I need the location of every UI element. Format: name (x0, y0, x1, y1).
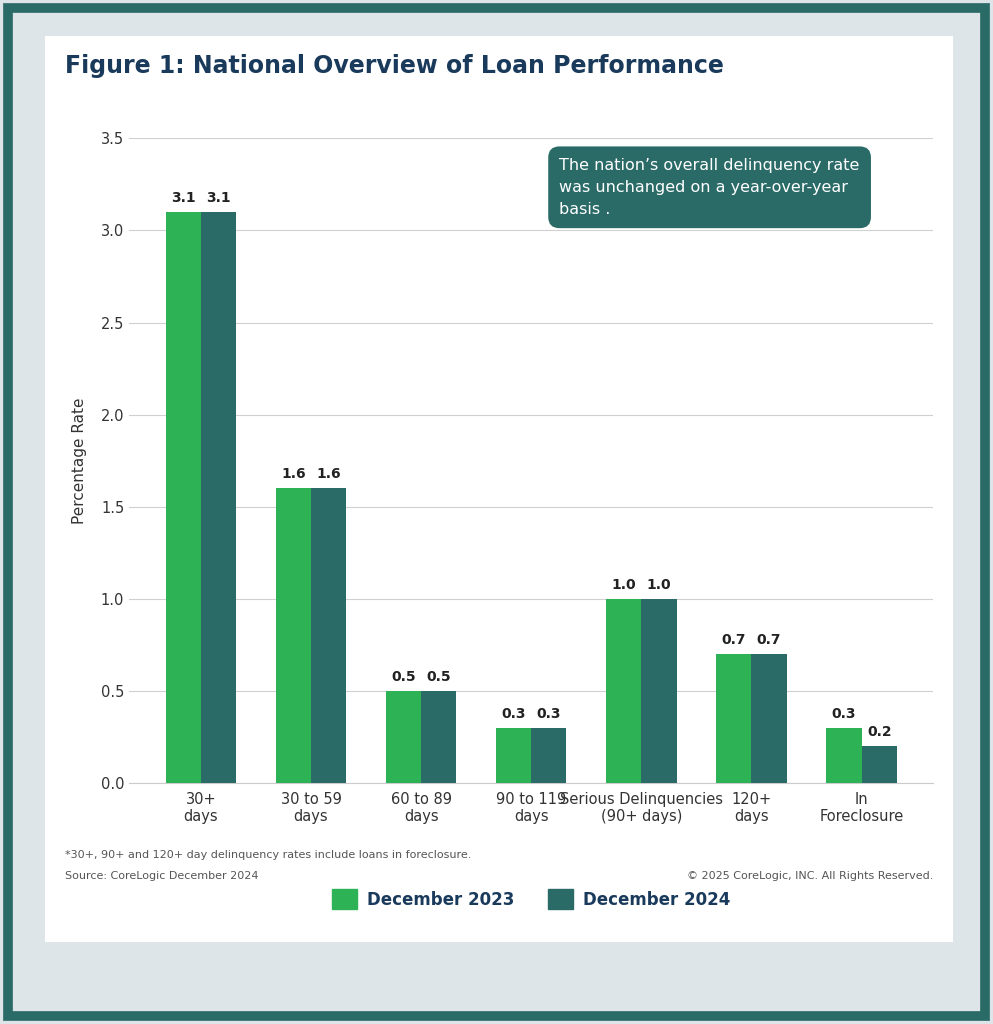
Text: 1.0: 1.0 (646, 578, 671, 592)
Bar (311, 488, 347, 783)
Bar (276, 488, 311, 783)
Bar (166, 212, 201, 783)
Text: 3.1: 3.1 (207, 190, 230, 205)
Bar (716, 654, 752, 783)
Text: 1.6: 1.6 (281, 467, 306, 481)
Bar (606, 599, 641, 783)
Text: Source: CoreLogic December 2024: Source: CoreLogic December 2024 (65, 870, 258, 881)
Bar (752, 654, 786, 783)
Bar (826, 728, 862, 783)
Text: Figure 1: National Overview of Loan Performance: Figure 1: National Overview of Loan Perf… (65, 54, 724, 78)
Text: 0.3: 0.3 (501, 707, 526, 721)
Text: 0.5: 0.5 (391, 670, 416, 684)
Bar (641, 599, 676, 783)
Bar (531, 728, 566, 783)
Bar (421, 691, 457, 783)
Text: © 2025 CoreLogic, INC. All Rights Reserved.: © 2025 CoreLogic, INC. All Rights Reserv… (687, 870, 933, 881)
Y-axis label: Percentage Rate: Percentage Rate (71, 397, 86, 524)
Text: 1.0: 1.0 (612, 578, 637, 592)
Text: 0.2: 0.2 (867, 725, 892, 739)
Bar (201, 212, 236, 783)
Bar (386, 691, 421, 783)
Text: 0.5: 0.5 (426, 670, 451, 684)
Text: 3.1: 3.1 (171, 190, 196, 205)
Bar (862, 746, 897, 783)
Text: *30+, 90+ and 120+ day delinquency rates include loans in foreclosure.: *30+, 90+ and 120+ day delinquency rates… (65, 850, 471, 860)
Text: 0.3: 0.3 (536, 707, 561, 721)
Text: 0.7: 0.7 (757, 633, 781, 647)
Bar (496, 728, 531, 783)
Legend: December 2023, December 2024: December 2023, December 2024 (324, 881, 739, 916)
Text: 0.3: 0.3 (832, 707, 856, 721)
Text: 0.7: 0.7 (722, 633, 746, 647)
Text: 1.6: 1.6 (317, 467, 341, 481)
Text: The nation’s overall delinquency rate
was unchanged on a year-over-year
basis .: The nation’s overall delinquency rate wa… (559, 158, 860, 217)
